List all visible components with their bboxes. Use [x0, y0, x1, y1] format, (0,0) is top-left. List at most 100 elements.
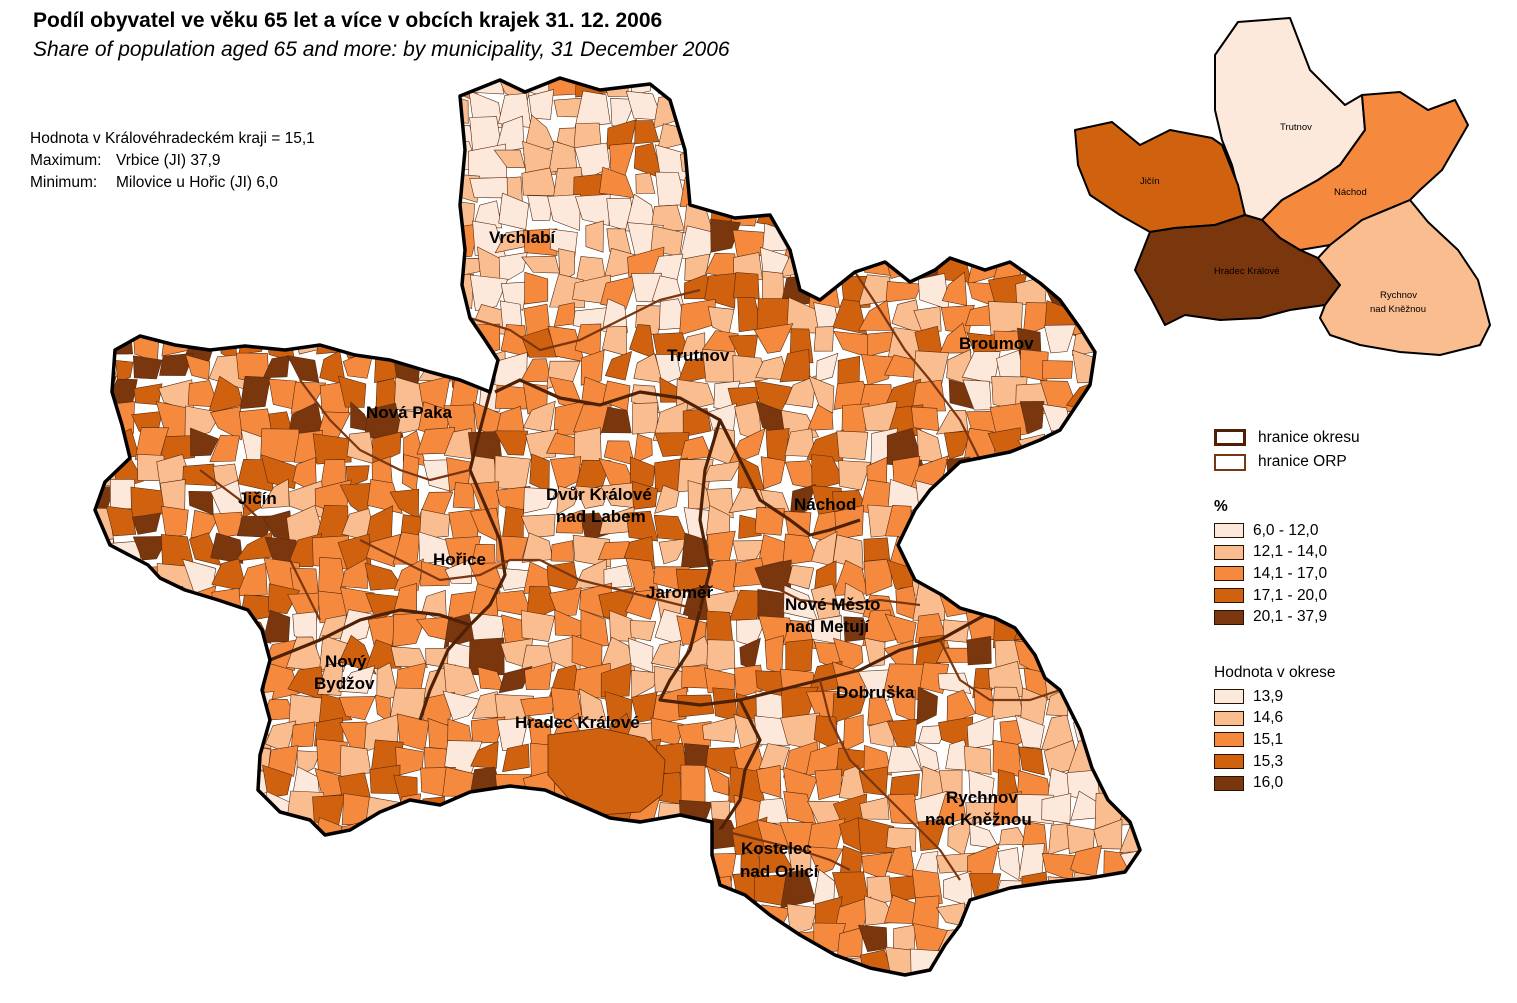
- municipality-cell: [1093, 461, 1132, 490]
- municipality-cell: [188, 790, 219, 827]
- municipality-cell: [133, 250, 166, 284]
- municipality-cell: [789, 484, 817, 518]
- municipality-cell: [192, 229, 220, 247]
- municipality-cell: [157, 764, 194, 797]
- municipality-cell: [260, 478, 290, 509]
- municipality-cell: [786, 94, 820, 126]
- municipality-cell: [631, 480, 658, 510]
- municipality-cell: [634, 120, 660, 145]
- municipality-cell: [493, 901, 528, 934]
- municipality-cell: [235, 171, 267, 204]
- municipality-cell: [890, 117, 915, 151]
- municipality-cell: [524, 662, 553, 690]
- municipality-cell: [339, 634, 377, 675]
- region-value-text: Hodnota v Královéhradeckém kraji = 15,1: [30, 130, 315, 147]
- municipality-cell: [1129, 225, 1140, 260]
- municipality-cell: [806, 846, 844, 875]
- municipality-cell: [760, 978, 790, 1003]
- municipality-cell: [756, 765, 782, 799]
- municipality-cell: [471, 851, 501, 879]
- municipality-cell: [1069, 513, 1101, 537]
- label-rychnov-2: nad Kněžnou: [925, 810, 1032, 829]
- municipality-cell: [1046, 141, 1076, 181]
- percent-legend-swatch: [1214, 523, 1244, 539]
- municipality-cell: [1019, 953, 1050, 975]
- municipality-cell: [320, 78, 347, 99]
- municipality-cell: [337, 279, 366, 303]
- municipality-cell: [95, 145, 110, 181]
- municipality-cell: [238, 323, 269, 355]
- municipality-cell: [988, 505, 1018, 546]
- municipality-cell: [862, 982, 891, 1003]
- municipality-cell: [346, 921, 375, 962]
- municipality-cell: [763, 174, 786, 205]
- municipality-cell: [393, 558, 424, 591]
- district-legend-swatch: [1214, 732, 1244, 748]
- municipality-cell: [417, 899, 455, 925]
- municipality-cell: [889, 972, 922, 975]
- municipality-cell: [342, 251, 375, 274]
- municipality-cell: [885, 281, 922, 303]
- municipality-cell: [132, 952, 167, 975]
- municipality-cell: [370, 898, 394, 935]
- municipality-cell: [134, 303, 161, 334]
- municipality-cell: [993, 227, 1027, 255]
- municipality-cell: [292, 142, 321, 175]
- municipality-cell: [1040, 972, 1070, 975]
- municipality-cell: [1041, 931, 1079, 953]
- municipality-cell: [95, 273, 113, 299]
- municipality-cell: [786, 903, 818, 936]
- municipality-cell: [1119, 453, 1140, 493]
- municipality-cell: [208, 902, 247, 928]
- municipality-cell: [370, 271, 404, 301]
- municipality-cell: [339, 745, 372, 778]
- municipality-cell: [160, 122, 193, 152]
- municipality-cell: [184, 817, 222, 854]
- municipality-cell: [367, 479, 403, 515]
- municipality-cell: [1066, 430, 1101, 464]
- municipality-cell: [632, 901, 664, 934]
- municipality-cell: [942, 972, 975, 975]
- municipality-cell: [1096, 146, 1127, 180]
- municipality-cell: [396, 271, 430, 302]
- municipality-cell: [910, 948, 943, 975]
- municipality-cell: [834, 978, 872, 1003]
- municipality-cell: [603, 922, 636, 962]
- municipality-cell: [754, 929, 791, 962]
- municipality-cell: [810, 78, 844, 101]
- municipality-cell: [427, 142, 456, 179]
- municipality-cell: [182, 615, 223, 649]
- municipality-cell: [261, 818, 298, 854]
- municipality-cell: [858, 166, 895, 204]
- municipality-cell: [262, 764, 293, 799]
- municipality-cell: [390, 845, 426, 879]
- municipality-cell: [287, 985, 323, 1003]
- municipality-cell: [442, 876, 476, 902]
- municipality-cell: [442, 690, 482, 721]
- municipality-cell: [1067, 481, 1107, 519]
- municipality-cell: [339, 297, 379, 332]
- district-legend-label: 14,6: [1253, 709, 1284, 727]
- municipality-cell: [785, 199, 813, 233]
- municipality-cell: [524, 271, 549, 305]
- municipality-cell: [268, 270, 300, 310]
- label-nove-mesto-1: Nové Město: [785, 595, 880, 614]
- municipality-cell: [991, 592, 1024, 621]
- municipality-cell: [1095, 974, 1128, 975]
- municipality-cell: [915, 980, 943, 1003]
- municipality-cell: [990, 562, 1021, 595]
- municipality-cell: [629, 948, 663, 975]
- municipality-cell: [815, 352, 839, 383]
- municipality-cell: [498, 192, 530, 230]
- municipality-cell: [106, 78, 136, 98]
- municipality-cell: [993, 330, 1022, 352]
- municipality-cell: [521, 328, 558, 358]
- municipality-cell: [347, 947, 374, 975]
- municipality-cell: [808, 115, 846, 155]
- municipality-cell: [268, 745, 299, 777]
- municipality-cell: [111, 689, 136, 724]
- municipality-cell: [650, 640, 681, 670]
- municipality-cell: [603, 948, 631, 975]
- municipality-cell: [574, 485, 610, 509]
- municipality-cell: [340, 122, 370, 151]
